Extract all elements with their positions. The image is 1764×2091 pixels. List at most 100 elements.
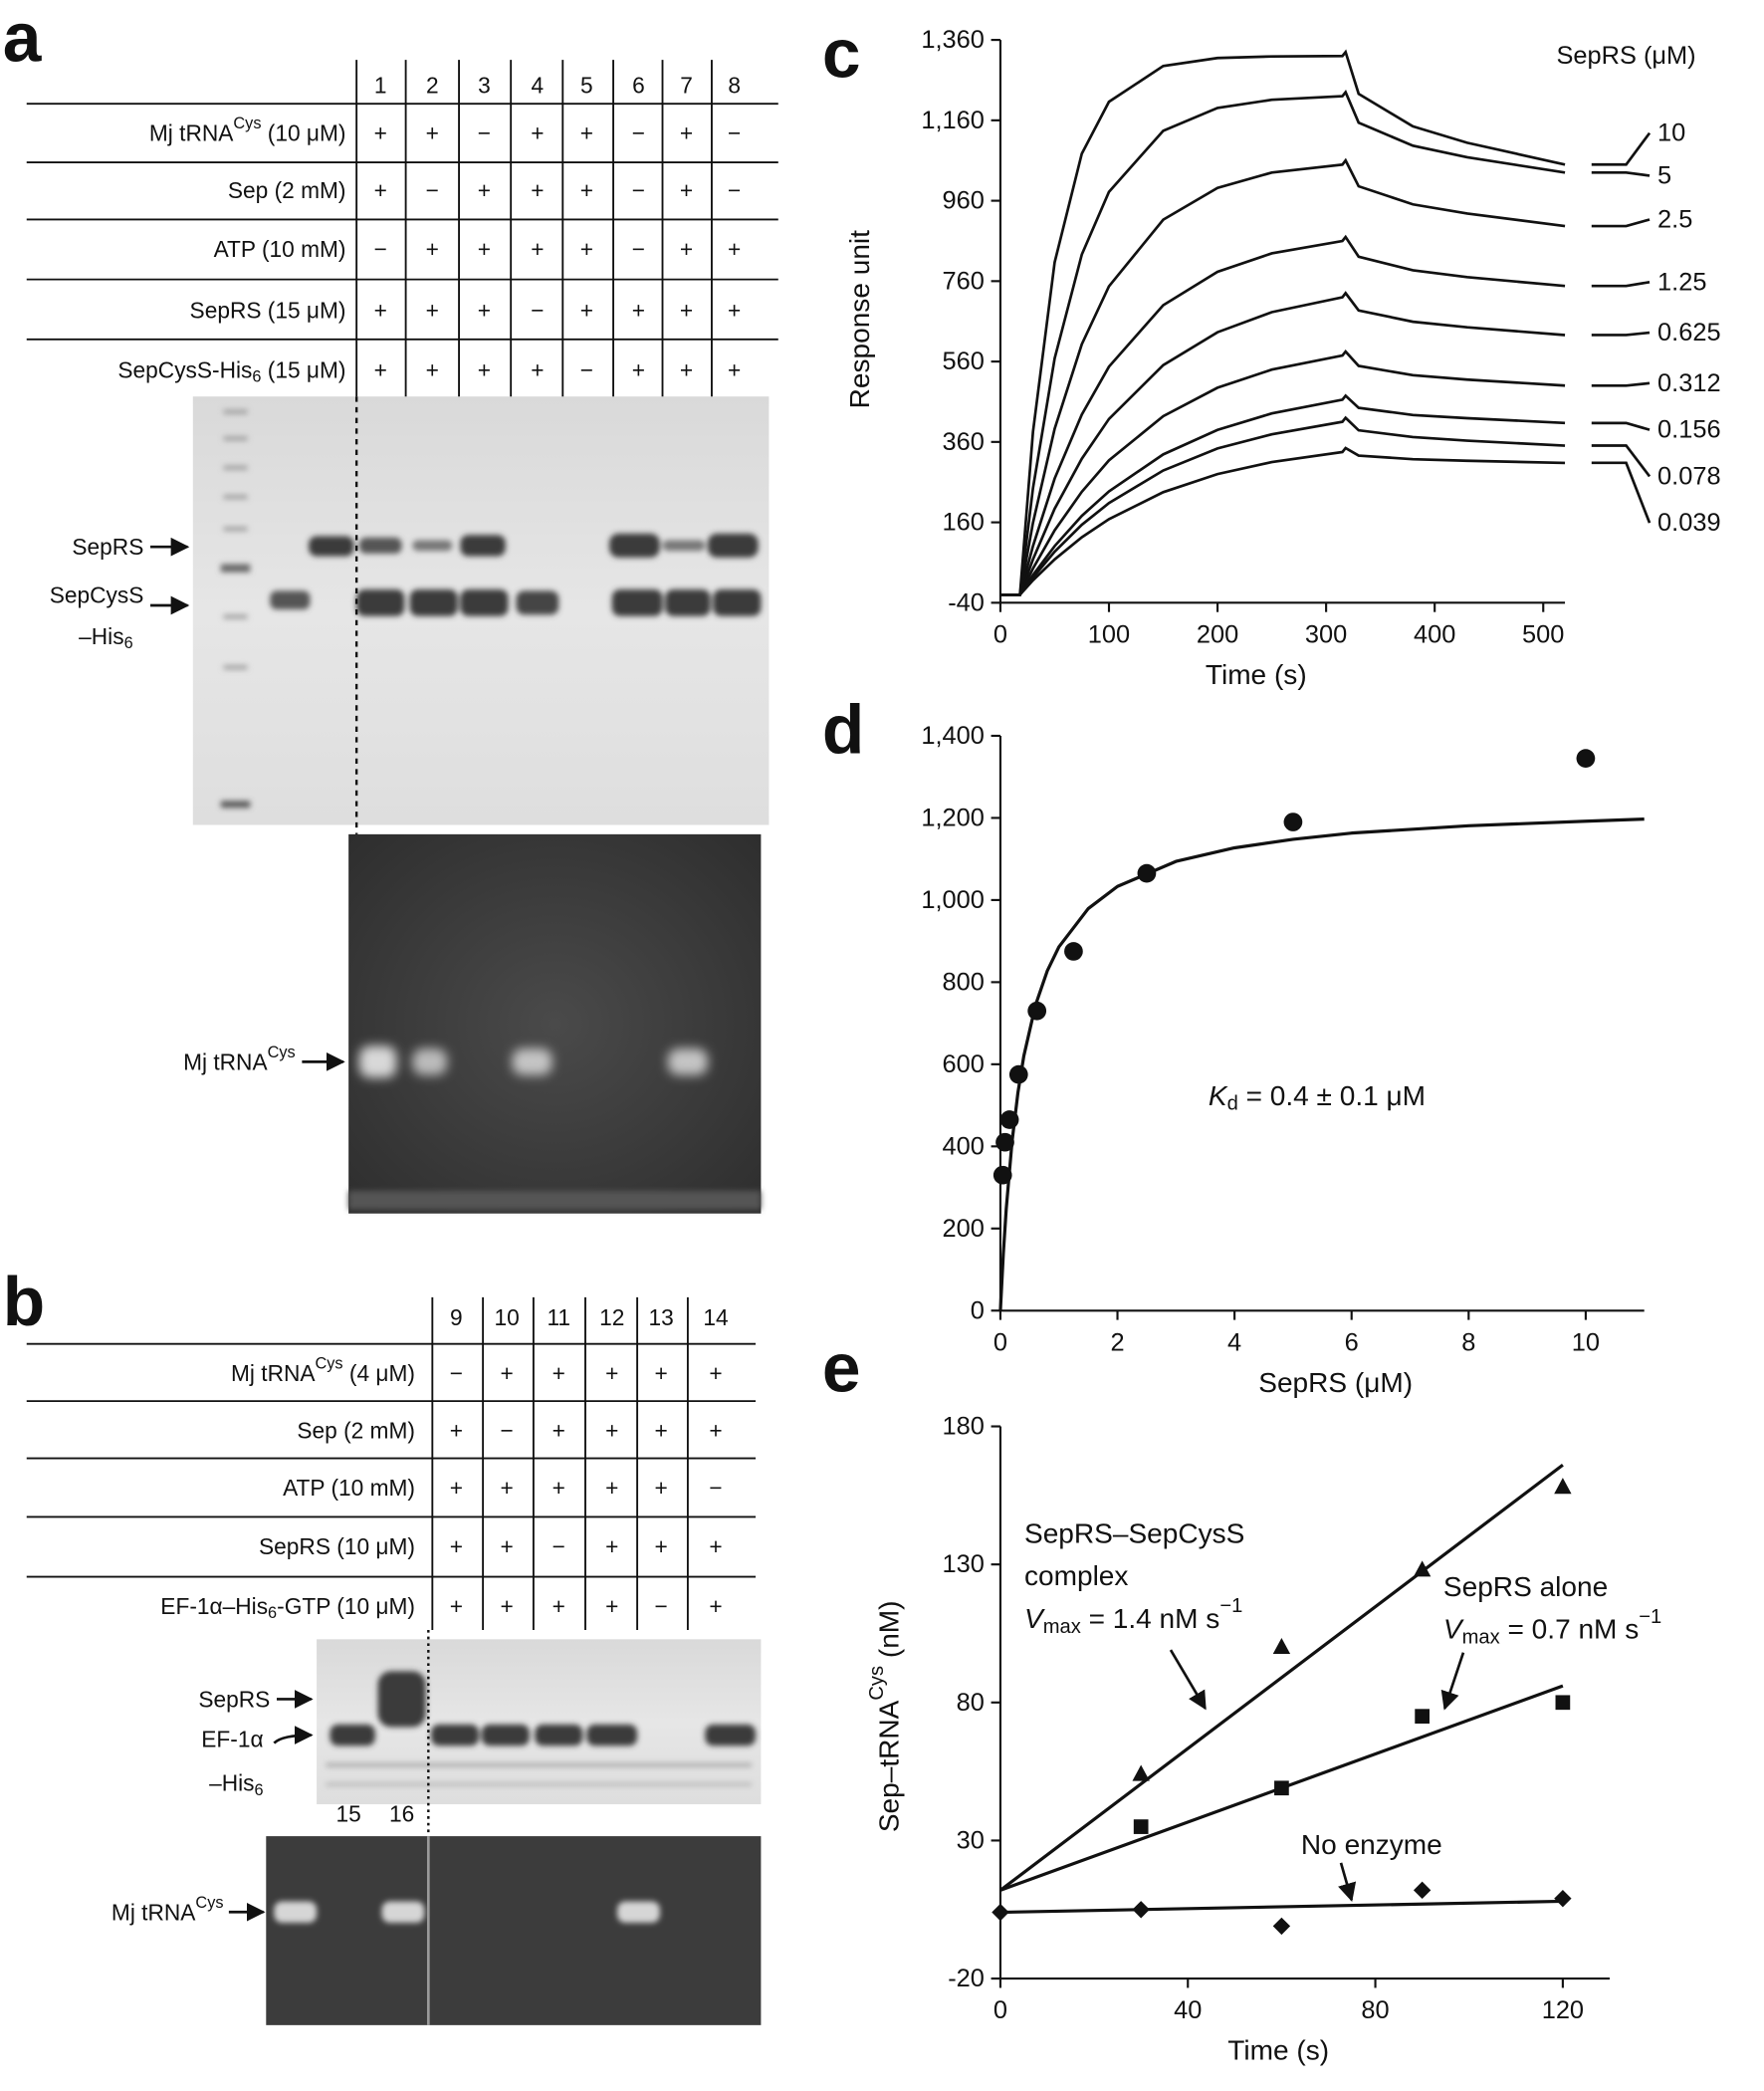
cell: + — [501, 1533, 514, 1559]
x-tick-label: 400 — [1414, 620, 1455, 648]
y-axis-label: Response unit — [844, 230, 875, 409]
annotation: complex — [1024, 1560, 1128, 1591]
cell: − — [632, 120, 645, 146]
data-point — [1283, 813, 1303, 831]
y-tick-label: 1,200 — [921, 804, 985, 831]
cell: + — [728, 356, 741, 382]
row-label: Sep (2 mM) — [297, 1418, 415, 1444]
cell: + — [501, 1360, 514, 1386]
legend-label: 5 — [1657, 161, 1671, 189]
cell: + — [680, 236, 693, 262]
legend-leader — [1591, 444, 1652, 478]
data-point — [995, 1132, 1014, 1152]
y-tick-label: 1,160 — [921, 107, 985, 134]
lane-number: 2 — [426, 73, 439, 99]
response-curve — [999, 348, 1566, 596]
gel-a-rna — [348, 833, 762, 1214]
row-label: ATP (10 mM) — [214, 236, 346, 262]
text-run: 6 — [255, 1781, 264, 1799]
cell: + — [478, 177, 491, 203]
data-point — [1133, 1819, 1149, 1834]
cell: + — [478, 236, 491, 262]
cell: + — [605, 1418, 618, 1444]
cell: + — [450, 1593, 463, 1619]
response-curve — [999, 291, 1566, 596]
text-run: ATP (10 mM) — [283, 1475, 415, 1501]
y-tick-label: 800 — [943, 968, 985, 996]
cell: + — [374, 356, 387, 382]
text-run: 6 — [124, 634, 133, 652]
cell: + — [450, 1418, 463, 1444]
data-point — [1415, 1709, 1430, 1725]
cell: + — [709, 1418, 722, 1444]
cell: − — [728, 177, 741, 203]
cell: + — [580, 120, 593, 146]
text-run: Sep–tRNA — [873, 1700, 904, 1832]
text-run: SepRS alone — [1443, 1570, 1608, 1601]
annotation: SepRS–SepCysS — [1024, 1517, 1244, 1548]
cell: + — [426, 356, 439, 382]
text-run: Mj tRNA — [149, 120, 234, 146]
text-run: Cys — [866, 1666, 888, 1701]
cell: + — [374, 120, 387, 146]
lane-number: 9 — [450, 1304, 463, 1330]
cell: + — [580, 236, 593, 262]
text-run: = 0.4 ± 0.1 μM — [1238, 1079, 1426, 1110]
cell: + — [655, 1533, 668, 1559]
response-curve — [999, 393, 1566, 596]
text-run: complex — [1024, 1560, 1128, 1591]
cell: + — [501, 1593, 514, 1619]
x-tick-label: 500 — [1522, 620, 1564, 648]
text-run: SepRS — [198, 1686, 270, 1712]
lane-number: 6 — [632, 73, 645, 99]
panel-label: c — [822, 14, 861, 92]
data-point — [1554, 1478, 1572, 1495]
text-run: max — [1462, 1627, 1500, 1649]
data-point — [1554, 1889, 1572, 1908]
lane-number: 3 — [478, 73, 491, 99]
cell: + — [605, 1533, 618, 1559]
cell: + — [709, 1593, 722, 1619]
cell: + — [655, 1360, 668, 1386]
x-tick-label: 40 — [1174, 1996, 1202, 2024]
response-curve — [999, 90, 1566, 596]
gel-a-protein — [192, 396, 770, 825]
lane-number: 12 — [599, 1304, 624, 1330]
text-run: (nM) — [873, 1600, 904, 1665]
x-tick-label: 0 — [993, 620, 1007, 648]
data-point — [1132, 1764, 1150, 1781]
data-point — [992, 1165, 1012, 1185]
cell: + — [426, 236, 439, 262]
lane-number: 16 — [389, 1800, 414, 1826]
cell: − — [552, 1533, 565, 1559]
cell: − — [580, 356, 593, 382]
gel-b-protein — [317, 1639, 762, 1805]
legend-leader — [1591, 280, 1651, 288]
y-tick-label: 180 — [943, 1413, 985, 1441]
cell: + — [655, 1418, 668, 1444]
y-tick-label: 0 — [971, 1296, 985, 1324]
response-curve — [999, 49, 1566, 596]
cell: + — [552, 1360, 565, 1386]
cell: + — [655, 1475, 668, 1501]
text-run: = 0.7 nM s — [1500, 1613, 1640, 1644]
row-label: ATP (10 mM) — [283, 1475, 415, 1501]
text-run: SepCysS-His — [117, 356, 252, 382]
lane-number: 8 — [728, 73, 741, 99]
fit-line — [998, 817, 1645, 1311]
annotation: Kd = 0.4 ± 0.1 μM — [1209, 1079, 1426, 1114]
text-run: V — [1024, 1602, 1045, 1633]
text-run: No enzyme — [1301, 1829, 1442, 1860]
text-run: Cys — [195, 1894, 223, 1912]
gel-label: EF-1α — [201, 1727, 263, 1752]
lane-number: 1 — [374, 73, 387, 99]
lane-number: 14 — [703, 1304, 728, 1330]
y-tick-label: 400 — [943, 1132, 985, 1160]
row-label: Sep (2 mM) — [228, 177, 346, 203]
gel-label: Mj tRNACys — [111, 1894, 224, 1925]
response-curve — [999, 446, 1566, 596]
cell: − — [426, 177, 439, 203]
legend-label: 0.312 — [1657, 369, 1721, 397]
cell: + — [552, 1475, 565, 1501]
gel-label: Mj tRNACys — [183, 1044, 296, 1074]
